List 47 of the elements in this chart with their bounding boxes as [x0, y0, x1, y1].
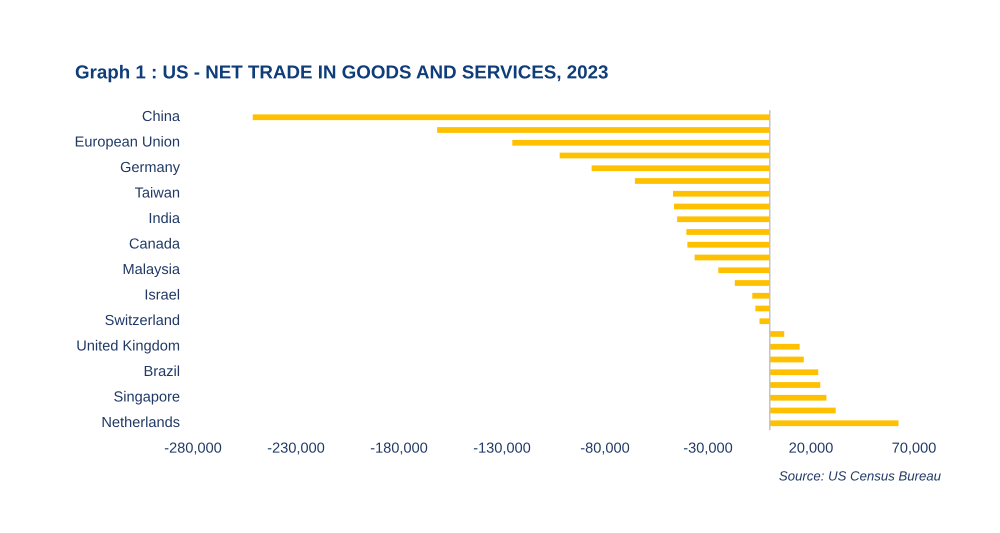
- y-tick-label: Singapore: [114, 390, 180, 405]
- bar: [634, 178, 770, 184]
- x-tick-label: -80,000: [580, 442, 630, 455]
- bar: [672, 190, 770, 197]
- y-tick-label: Malaysia: [124, 263, 180, 278]
- source-note: Source: US Census Bureau: [779, 471, 941, 481]
- x-tick-label: 20,000: [789, 442, 833, 455]
- chart-title: Graph 1 : US - NET TRADE IN GOODS AND SERVICES, 2023: [76, 64, 608, 82]
- bar: [560, 152, 770, 158]
- y-tick-label: India: [150, 212, 180, 224]
- x-tick-label: -180,000: [370, 442, 428, 455]
- bar: [677, 216, 770, 222]
- bar: [437, 127, 770, 133]
- bar: [770, 394, 826, 401]
- y-tick-label: Germany: [120, 162, 180, 176]
- y-tick-label: Switzerland: [105, 314, 180, 326]
- y-tick-label: United Kingdom: [77, 340, 180, 354]
- y-tick-label: China: [142, 110, 180, 122]
- x-tick-label: -230,000: [268, 442, 324, 455]
- bar: [252, 114, 770, 120]
- bar: [592, 165, 770, 172]
- bar: [770, 369, 818, 376]
- bar: [686, 229, 770, 235]
- bar: [770, 408, 836, 414]
- bar: [770, 344, 800, 350]
- bar: [770, 331, 784, 337]
- y-tick-label: Taiwan: [134, 186, 180, 198]
- y-tick-label: Israel: [146, 288, 180, 300]
- x-tick-label: -280,000: [164, 442, 222, 455]
- y-tick-label: European Union: [76, 136, 180, 150]
- y-tick-label: Netherlands: [102, 416, 180, 428]
- bar: [770, 420, 899, 426]
- bar: [755, 306, 770, 312]
- bar: [687, 242, 770, 248]
- bar: [694, 254, 770, 260]
- x-tick-label: -130,000: [474, 442, 530, 455]
- bar: [512, 140, 770, 146]
- y-tick-label: Canada: [130, 238, 180, 249]
- bar: [734, 280, 770, 286]
- bar: [718, 267, 770, 274]
- x-tick-label: -30,000: [684, 442, 732, 455]
- bar: [752, 292, 770, 299]
- x-tick-label: 70,000: [892, 442, 936, 455]
- bar: [770, 356, 804, 362]
- y-tick-label: Brazil: [144, 365, 180, 376]
- bar: [674, 204, 770, 210]
- bar: [770, 382, 820, 388]
